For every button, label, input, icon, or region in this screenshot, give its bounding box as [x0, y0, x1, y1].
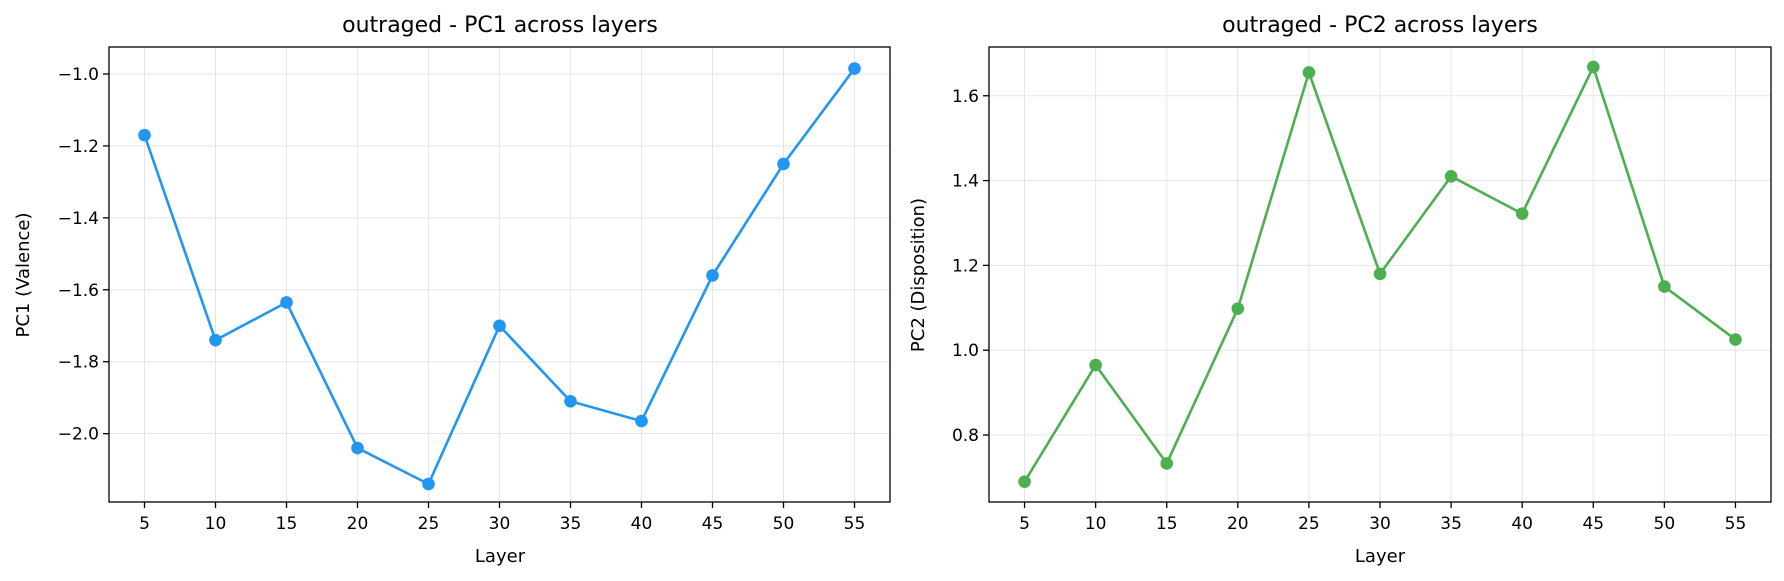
x-tick-label: 40 — [631, 514, 653, 534]
data-point — [706, 269, 719, 282]
data-point — [1658, 280, 1671, 293]
data-point — [351, 441, 364, 455]
x-tick-label: 5 — [139, 514, 150, 534]
data-point — [564, 394, 577, 408]
x-tick-label: 55 — [844, 514, 866, 534]
y-axis-label: PC2 (Disposition) — [908, 198, 929, 352]
chart-title: outraged - PC2 across layers — [1222, 13, 1538, 38]
x-tick-label: 50 — [773, 514, 795, 534]
x-tick-label: 50 — [1654, 514, 1676, 534]
data-point — [1302, 66, 1316, 79]
x-tick-label: 20 — [1227, 514, 1249, 534]
y-tick-label: −1.8 — [58, 353, 99, 373]
x-tick-label: 30 — [1369, 514, 1391, 534]
y-tick-label: 1.6 — [952, 87, 979, 107]
x-tick-label: 10 — [205, 514, 227, 534]
y-tick-label: −1.4 — [58, 209, 99, 229]
data-point — [209, 333, 222, 347]
y-tick-label: 0.8 — [952, 426, 979, 446]
y-tick-label: −1.0 — [58, 65, 99, 85]
data-point — [1444, 170, 1458, 183]
data-point — [848, 62, 861, 75]
x-tick-label: 20 — [347, 514, 369, 534]
x-tick-label: 35 — [560, 514, 582, 534]
x-tick-label: 25 — [1298, 514, 1320, 534]
x-tick-label: 15 — [276, 514, 298, 534]
x-tick-label: 45 — [1582, 514, 1604, 534]
data-point — [1160, 457, 1174, 470]
data-point — [1373, 267, 1387, 281]
y-tick-label: −1.6 — [58, 281, 99, 301]
y-tick-label: 1.4 — [952, 172, 979, 192]
data-point — [138, 128, 151, 142]
data-point — [1729, 333, 1742, 346]
data-point — [635, 414, 648, 428]
data-point — [280, 296, 293, 309]
x-tick-label: 30 — [489, 514, 511, 534]
y-tick-label: −1.2 — [58, 137, 99, 157]
x-tick-label: 55 — [1725, 514, 1747, 534]
x-tick-label: 25 — [418, 514, 440, 534]
data-point — [493, 319, 506, 333]
data-point — [1586, 60, 1600, 74]
x-tick-label: 10 — [1085, 514, 1107, 534]
data-point — [1515, 207, 1529, 220]
data-point — [422, 477, 435, 491]
y-tick-label: 1.2 — [952, 256, 979, 276]
chart-panel-pc1: 5 10 15 20 25 30 35 40 45 50 55 −2.0 −1.8 −1.6 −1.4 −1.… — [13, 13, 891, 567]
data-point — [1018, 475, 1031, 488]
x-tick-label: 15 — [1156, 514, 1178, 534]
chart-panel-pc2: 5 10 15 20 25 30 35 40 45 50 55 0.8 1.0 1.2 1.4 1.6 out… — [908, 13, 1772, 567]
y-axis-label: PC1 (Valence) — [13, 212, 34, 337]
data-point — [777, 157, 790, 171]
chart-title: outraged - PC1 across layers — [342, 13, 658, 38]
data-point — [1231, 302, 1245, 315]
x-tick-label: 35 — [1440, 514, 1462, 534]
y-tick-label: 1.0 — [952, 341, 979, 361]
x-tick-label: 40 — [1511, 514, 1533, 534]
x-axis-label: Layer — [1355, 546, 1406, 567]
plot-frame — [108, 46, 891, 503]
data-point — [1089, 358, 1102, 372]
x-tick-label: 45 — [702, 514, 724, 534]
plot-frame — [988, 46, 1772, 503]
x-tick-label: 5 — [1019, 514, 1030, 534]
y-tick-label: −2.0 — [58, 425, 99, 445]
x-axis-label: Layer — [475, 546, 526, 567]
